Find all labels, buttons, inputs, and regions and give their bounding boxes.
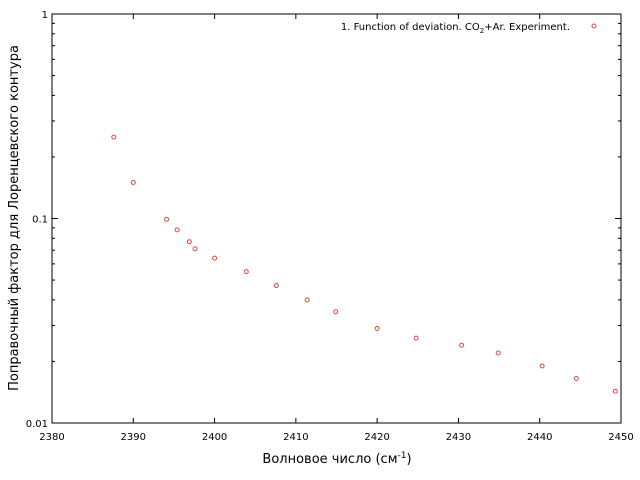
legend-label-main: 1. Function of deviation. CO (341, 22, 480, 33)
legend-label: 1. Function of deviation. CO2+Ar. Experi… (341, 22, 570, 35)
x-axis-title-end: ) (406, 452, 411, 467)
legend-label-subscript: 2 (480, 27, 484, 35)
x-axis-title: Волновое число (см-1) (262, 451, 411, 467)
data-point (495, 350, 501, 356)
y-tick-label: 1 (42, 10, 48, 21)
x-tick-label: 2430 (446, 432, 471, 443)
x-tick-label: 2390 (121, 432, 146, 443)
data-point (459, 342, 465, 348)
data-point (186, 239, 192, 245)
x-tick-label: 2400 (202, 432, 227, 443)
data-point (304, 297, 310, 303)
x-axis-title-superscript: -1 (398, 451, 407, 461)
x-tick-label: 2420 (364, 432, 389, 443)
data-point (212, 255, 218, 261)
data-point (273, 283, 279, 289)
x-tick-label: 2450 (608, 432, 633, 443)
x-axis: 2380 2390 2400 2410 2420 2430 2440 2450 (39, 14, 634, 443)
data-point (192, 246, 198, 252)
data-points (111, 134, 618, 394)
x-tick-label: 2440 (527, 432, 552, 443)
x-tick-label: 2380 (39, 432, 64, 443)
data-point (243, 269, 249, 275)
data-point (573, 376, 579, 382)
y-axis-title: Поправочный фактор для Лоренцевского кон… (7, 45, 22, 391)
data-point (174, 227, 180, 233)
data-point (333, 309, 339, 315)
data-point (612, 388, 618, 394)
legend-marker (591, 23, 597, 29)
data-point (111, 134, 117, 140)
x-tick-label: 2410 (283, 432, 308, 443)
y-tick-label: 0.01 (26, 419, 48, 430)
data-point (374, 325, 380, 331)
legend: 1. Function of deviation. CO2+Ar. Experi… (341, 22, 597, 35)
x-axis-title-main: Волновое число (см (262, 452, 397, 467)
legend-label-end: +Ar. Experiment. (484, 22, 570, 33)
data-point (539, 363, 545, 369)
data-point (164, 216, 170, 222)
y-tick-label: 0.1 (32, 215, 48, 226)
plot-frame (51, 13, 622, 424)
data-point (130, 179, 136, 185)
data-point (413, 335, 419, 341)
y-axis: 0.01 0.1 1 (26, 10, 621, 430)
